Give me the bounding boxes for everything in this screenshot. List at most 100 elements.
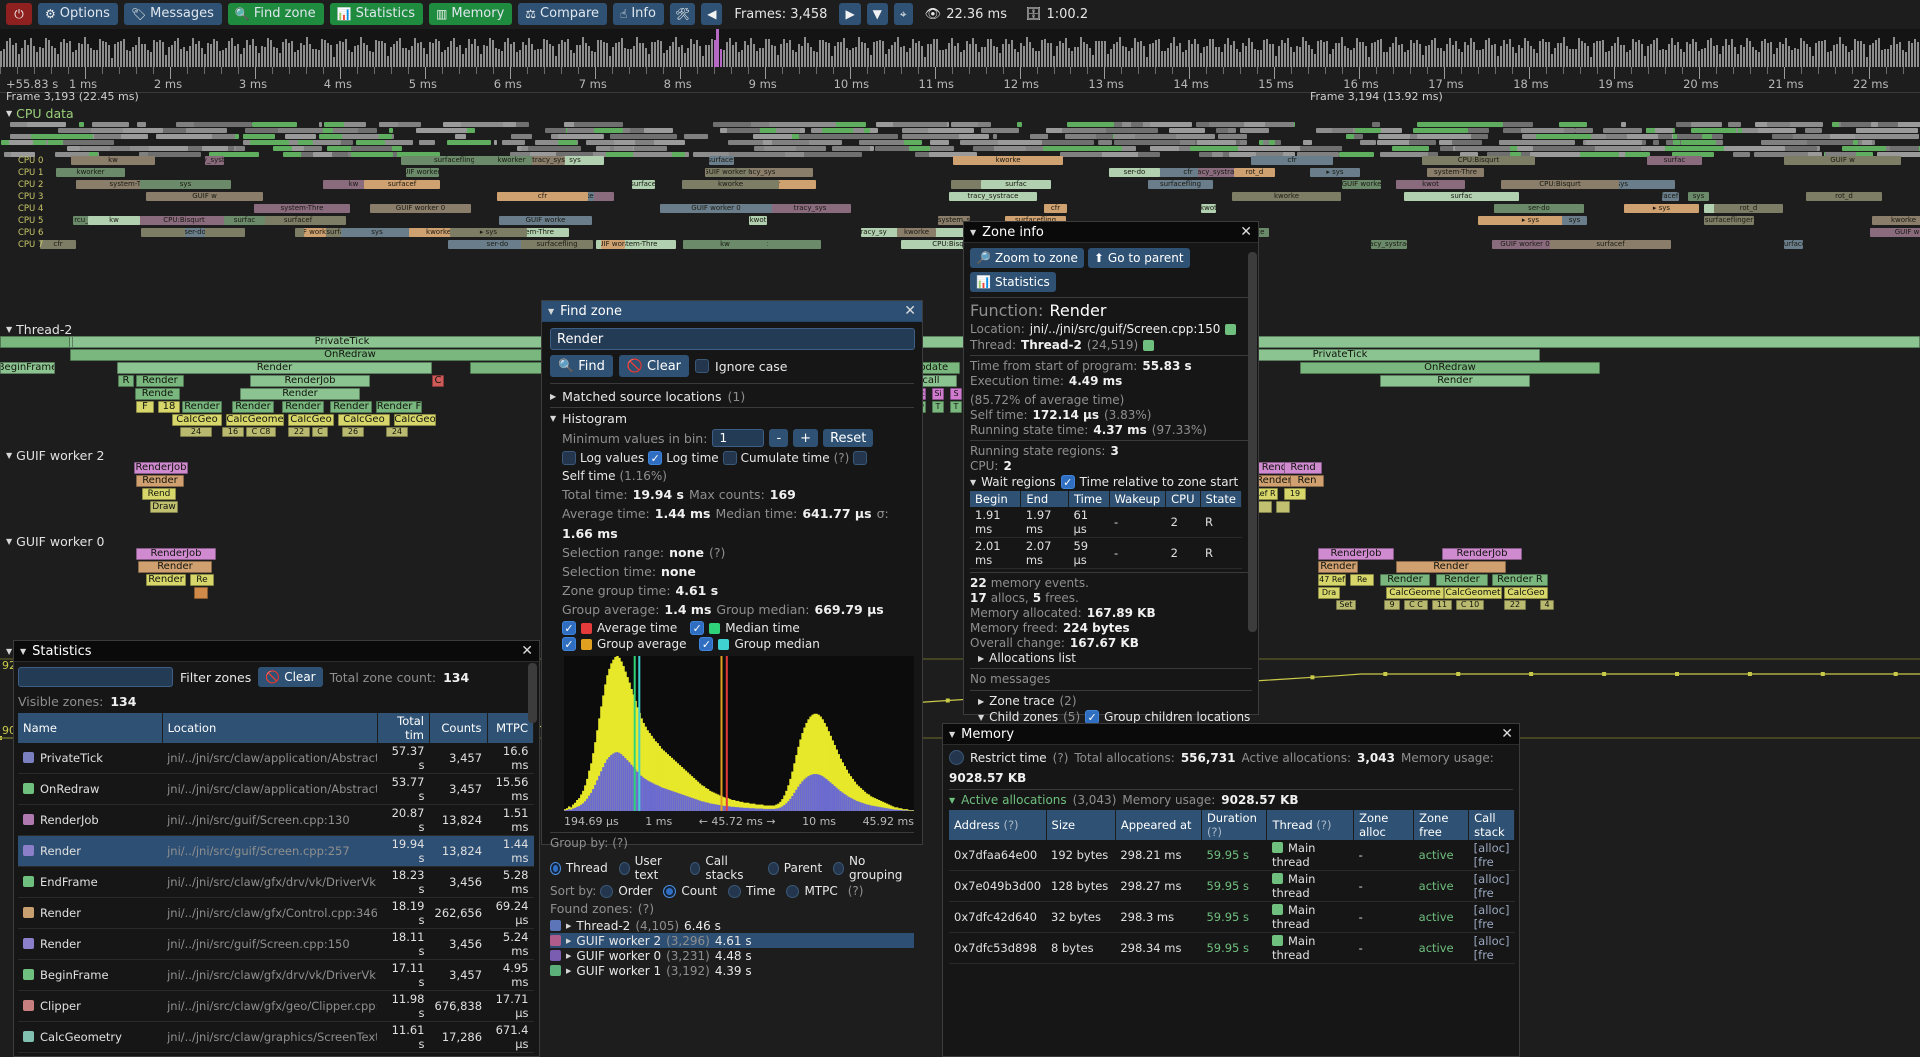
timeline-zone[interactable]: C C8 — [246, 427, 276, 437]
timeline-zone[interactable] — [194, 587, 208, 599]
time-relative-checkbox[interactable]: ✓ — [1061, 475, 1075, 489]
zone-statistics-button[interactable]: 📊 Statistics — [970, 272, 1056, 292]
legend-checkbox[interactable]: ✓ — [562, 621, 576, 635]
sort-by-radio-0[interactable] — [600, 885, 613, 898]
wait-col-4[interactable]: CPU — [1166, 491, 1200, 507]
zone-info-title-bar[interactable]: ▼ Zone info ✕ — [964, 222, 1258, 243]
chevron-down-icon[interactable]: ▼ — [20, 647, 26, 656]
group-by-radio-4[interactable] — [833, 862, 844, 875]
timeline-zone[interactable]: OnRedraw — [1300, 362, 1600, 374]
selection-range-hint[interactable]: (?) — [709, 545, 725, 560]
mem-address[interactable]: 0x7dfc42d640 — [949, 902, 1046, 933]
timeline-zone[interactable]: Render — [182, 401, 222, 413]
chevron-down-icon[interactable]: ▼ — [970, 228, 976, 237]
group-by-radio-2[interactable] — [690, 862, 701, 875]
restrict-time-checkbox[interactable] — [949, 750, 964, 765]
table-row[interactable]: Render jni/../jni/src/guif/Screen.cpp:257… — [18, 836, 534, 867]
timeline-zone[interactable]: S — [950, 388, 962, 400]
table-row[interactable]: OnRedraw jni/../jni/src/claw/application/… — [18, 774, 534, 805]
messages-button[interactable]: 🏷 Messages — [124, 3, 222, 25]
wait-col-1[interactable]: End — [1021, 491, 1069, 507]
timeline-zone[interactable]: R — [118, 375, 134, 387]
timeline-zone[interactable]: Ren — [1290, 475, 1324, 487]
timeline-zone[interactable]: 19 — [1284, 488, 1306, 500]
timeline-zone[interactable]: Render — [136, 475, 184, 487]
sort-by-radio-1[interactable] — [663, 885, 676, 898]
mem-col-1[interactable]: Size — [1046, 810, 1115, 840]
cumulate-time-checkbox[interactable] — [723, 451, 737, 465]
chevron-right-icon[interactable]: ▶ — [566, 967, 571, 975]
timeline-zone[interactable]: Render — [146, 574, 186, 586]
timeline-zone[interactable]: C — [312, 427, 328, 437]
memory-header-row[interactable]: Address (?) Size Appeared at Duration (?) Th… — [949, 810, 1515, 840]
timeline-zone[interactable]: Rende — [135, 388, 180, 400]
table-row[interactable]: CalcGeometry jni/../jni/src/claw/graphics… — [18, 1022, 534, 1053]
timeline-zone[interactable]: CalcGeo — [288, 414, 334, 426]
find-zone-title-bar[interactable]: ▼ Find zone ✕ — [542, 301, 922, 322]
chevron-right-icon[interactable]: ▶ — [978, 654, 984, 663]
timeline-zone[interactable]: Render — [1396, 561, 1506, 573]
chevron-down-icon[interactable]: ▼ — [949, 796, 955, 805]
timeline-zone[interactable]: F — [136, 401, 154, 413]
timeline-zone[interactable] — [1258, 501, 1272, 513]
timeline-zone[interactable]: RenderJob — [1318, 548, 1394, 560]
timeline-zone[interactable]: Si — [932, 388, 944, 400]
table-row[interactable]: 1.91 ms 1.97 ms 61 µs -2 R — [970, 507, 1242, 538]
find-zone-search-input[interactable]: Render — [550, 328, 915, 350]
legend-checkbox[interactable]: ✓ — [562, 637, 576, 651]
timeline-zone[interactable]: CalcGeo — [172, 414, 222, 426]
timeline-zone[interactable]: 16 — [222, 427, 244, 437]
found-zones-hint[interactable]: (?) — [638, 901, 654, 916]
statistics-clear-button[interactable]: 🚫 Clear — [258, 667, 322, 687]
chevron-down-icon[interactable]: ▼ — [949, 730, 955, 739]
mem-col-0[interactable]: Address (?) — [949, 810, 1046, 840]
log-values-checkbox[interactable] — [562, 451, 576, 465]
timeline-zone[interactable]: BeginFrame — [0, 362, 55, 374]
mem-col-7[interactable]: Call stack — [1469, 810, 1515, 840]
restrict-time-hint[interactable]: (?) — [1053, 751, 1069, 765]
timeline-zone[interactable]: 4 — [1540, 600, 1554, 610]
wait-col-0[interactable]: Begin — [970, 491, 1021, 507]
timeline-zone[interactable]: 11 — [1432, 600, 1452, 610]
mem-call-stack[interactable]: [alloc] [fre — [1469, 933, 1515, 964]
active-allocations-section-label[interactable]: Active allocations — [961, 793, 1067, 807]
close-icon[interactable]: ✕ — [904, 303, 916, 319]
timeline-zone[interactable]: Render — [117, 362, 432, 374]
sort-by-radio-2[interactable] — [728, 885, 741, 898]
location-value[interactable]: jni/../jni/src/guif/Screen.cpp:150 — [1030, 322, 1221, 336]
timeline-zone[interactable]: Render — [1318, 561, 1358, 573]
memory-body[interactable]: 0x7dfaa64e00 192 bytes 298.21 ms 59.95 s Mai… — [949, 840, 1515, 964]
table-row[interactable]: EndFrame jni/../jni/src/claw/gfx/drv/vk/D… — [18, 867, 534, 898]
timeline-zone[interactable]: 47 Ref — [1318, 574, 1346, 586]
statistics-title-bar[interactable]: ▼ Statistics ✕ — [14, 641, 539, 662]
tools-button[interactable]: 🛠 — [670, 3, 695, 25]
histogram-chart[interactable] — [564, 656, 914, 811]
group-by-options[interactable]: Thread User text Call stacks Parent No group… — [550, 854, 914, 882]
statistics-scrollbar[interactable] — [528, 663, 537, 723]
group-by-radio-0[interactable] — [550, 862, 561, 875]
timeline-zone[interactable]: 18 — [158, 401, 180, 413]
timeline-zone[interactable]: CalcGeome — [1386, 587, 1444, 599]
mem-call-stack[interactable]: [alloc] [fre — [1469, 871, 1515, 902]
ignore-case-checkbox[interactable] — [695, 359, 709, 373]
options-button[interactable]: ⚙ Options — [38, 3, 118, 25]
group-by-radio-3[interactable] — [768, 862, 779, 875]
reset-button[interactable]: Reset — [823, 429, 873, 447]
timeline-zone[interactable]: 22 — [1504, 600, 1526, 610]
sort-by-radio-3[interactable] — [786, 885, 799, 898]
stat-col-1[interactable]: Location — [162, 713, 377, 743]
timeline-zone[interactable]: CalcGeome — [226, 414, 284, 426]
timeline-zone[interactable]: CalcGeomet — [1444, 587, 1502, 599]
timeline-zone[interactable]: CalcGeo — [394, 414, 436, 426]
timeline-zone[interactable]: Render F — [376, 401, 422, 413]
chevron-right-icon[interactable]: ▶ — [566, 937, 571, 945]
timeline-zone[interactable]: Render — [1380, 574, 1430, 586]
timeline-zone[interactable]: Rend — [142, 488, 176, 500]
memory-button[interactable]: ▥ Memory — [429, 3, 512, 25]
mem-address[interactable]: 0x7dfaa64e00 — [949, 840, 1046, 871]
guif-worker-0-header[interactable]: ▼ GUIF worker 0 — [0, 534, 104, 548]
statistics-panel[interactable]: ▼ Statistics ✕ Filter zones 🚫 Clear Tota… — [13, 640, 540, 1057]
statistics-header-row[interactable]: Name Location Total tim Counts MTPC — [18, 713, 534, 743]
timeline-zone[interactable]: CalcGeo — [338, 414, 390, 426]
timeline-zone[interactable]: RenderJob — [250, 375, 370, 387]
